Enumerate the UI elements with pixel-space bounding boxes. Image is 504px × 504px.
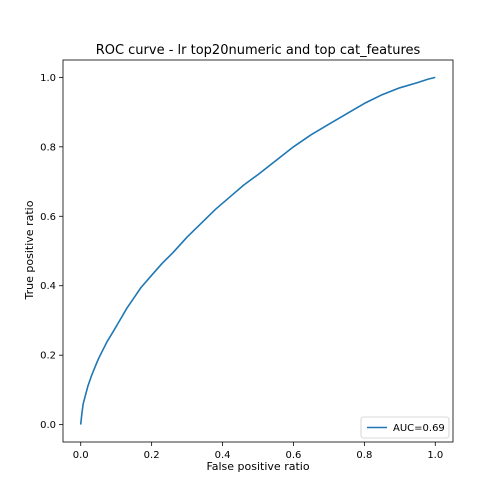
y-tick-label: 1.0 — [40, 73, 56, 84]
x-tick-label: 0.8 — [356, 450, 372, 461]
y-tick-label: 0.8 — [40, 142, 56, 153]
y-tick-label: 0.6 — [40, 212, 56, 223]
y-tick-label: 0.2 — [40, 351, 56, 362]
x-tick-label: 0.6 — [286, 450, 302, 461]
x-tick-label: 0.4 — [215, 450, 231, 461]
y-tick-label: 0.4 — [40, 281, 56, 292]
y-tick-label: 0.0 — [40, 420, 56, 431]
chart-title: ROC curve - lr top20numeric and top cat_… — [96, 43, 421, 58]
x-tick-label: 0.2 — [144, 450, 160, 461]
plot-area: 0.0 0.2 0.4 0.6 0.8 1.0 0.0 0.2 0.4 0.6 0.8 1.0 AUC=… — [40, 59, 454, 461]
legend-box — [360, 416, 450, 439]
axes-frame — [62, 59, 454, 443]
legend-label: AUC=0.69 — [393, 423, 445, 434]
plot-background — [63, 60, 453, 442]
x-tick-label: 0.0 — [73, 450, 89, 461]
roc-curve-line — [79, 76, 436, 425]
x-axis-label: False positive ratio — [206, 460, 309, 473]
y-axis-label: True positive ratio — [23, 200, 36, 300]
x-tick-label: 1.0 — [427, 450, 443, 461]
